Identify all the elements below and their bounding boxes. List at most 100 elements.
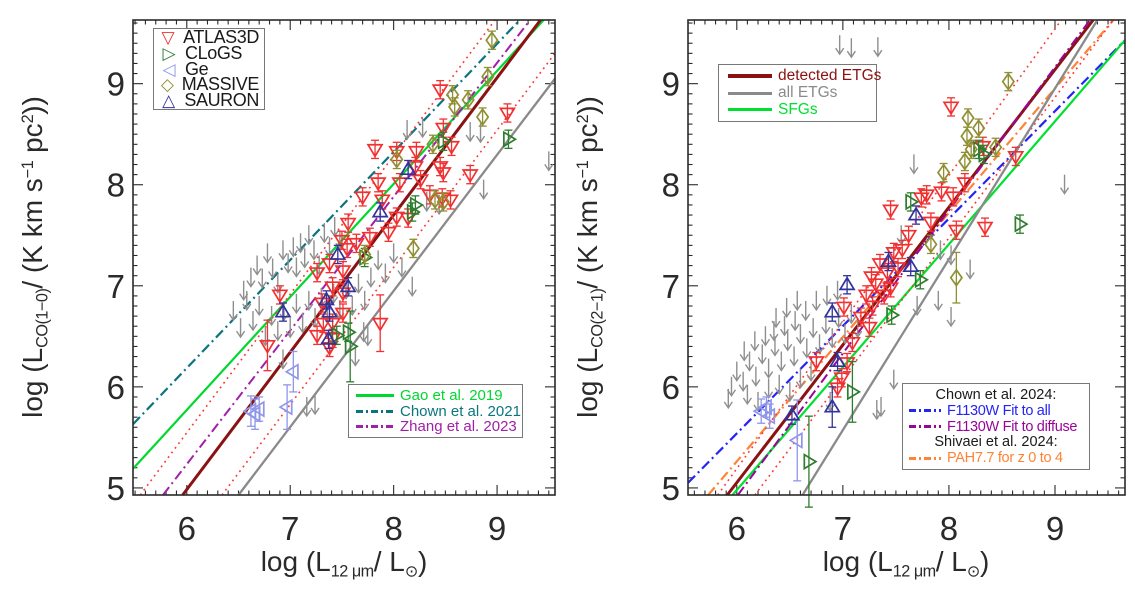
arrowhead-icon — [366, 280, 376, 288]
marker-tri-down-icon — [878, 267, 896, 282]
x-tick-label: 6 — [178, 510, 196, 547]
arrowhead-icon — [235, 330, 246, 339]
arrowhead-icon — [309, 252, 319, 261]
legend-header-label: Shivaei et al. 2024: — [934, 434, 1058, 451]
arrowhead-icon — [801, 313, 811, 322]
marker-tri-down-icon — [912, 192, 930, 207]
marker-tri-up-icon — [319, 330, 337, 345]
marker-tri-down-icon — [885, 246, 903, 262]
arrowhead-icon — [760, 338, 771, 347]
arrowhead-icon — [876, 409, 886, 418]
dashdot-line-swatch-icon — [909, 409, 941, 413]
arrowhead-icon — [544, 163, 554, 172]
marker-diamond-icon — [924, 235, 938, 254]
arrowhead-icon — [827, 340, 837, 349]
marker-tri-down-icon — [388, 145, 406, 161]
marker-tri-down-icon — [388, 211, 406, 226]
legend-header-shivaei2024: Shivaei et al. 2024: — [909, 434, 1083, 450]
x-tick-label: 8 — [384, 510, 402, 547]
marker-tri-right-icon — [331, 326, 346, 344]
marker-tri-up-icon — [339, 278, 357, 293]
legend-row-gao2019: Gao et al. 2019 — [356, 387, 515, 404]
arrowhead-icon — [750, 343, 760, 352]
marker-tri-down-icon — [338, 242, 356, 258]
marker-tri-up-icon — [838, 276, 856, 291]
marker-diamond-icon — [448, 97, 462, 117]
arrowhead-icon — [738, 384, 748, 392]
arrowhead-icon — [363, 338, 373, 347]
marker-tri-down-icon — [366, 143, 384, 159]
marker-tri-up-icon — [823, 398, 841, 413]
arrowhead-icon — [434, 207, 444, 216]
arrowhead-icon — [407, 289, 417, 297]
marker-tri-right-icon — [978, 145, 993, 163]
marker-tri-down-icon — [1007, 150, 1025, 166]
y-tick-label: 5 — [107, 470, 125, 507]
solid-line-swatch-icon — [728, 108, 772, 112]
marker-diamond-icon — [971, 118, 986, 138]
marker-tri-up-icon — [907, 206, 925, 221]
marker-tri-down-icon — [942, 101, 960, 116]
marker-tri-right-icon — [914, 271, 929, 289]
marker-diamond-icon — [949, 268, 963, 287]
arrowhead-icon — [268, 271, 278, 279]
marker-tri-up-icon — [371, 203, 389, 218]
legend-label-zhang2023: Zhang et al. 2023 — [400, 417, 517, 435]
marker-tri-down-icon — [882, 204, 900, 219]
marker-tri-left-icon — [250, 400, 265, 418]
arrowhead-icon — [771, 320, 781, 329]
arrowhead-icon — [475, 135, 486, 144]
arrowhead-icon — [846, 50, 856, 59]
x-tick-label: 9 — [488, 510, 506, 547]
legend-label-chown2021: Chown et al. 2021 — [400, 402, 521, 420]
marker-tri-down-icon — [882, 282, 900, 297]
arrowhead-icon — [304, 237, 314, 246]
arrowhead-icon — [310, 320, 320, 329]
marker-tri-right-icon — [342, 323, 357, 341]
arrowhead-icon — [840, 336, 850, 345]
marker-tri-down-icon — [843, 336, 861, 352]
arrowhead-icon — [835, 47, 845, 56]
arrowhead-icon — [402, 132, 412, 141]
marker-tri-down-icon — [829, 382, 847, 397]
y-tick-label: 8 — [662, 167, 680, 204]
arrowhead-icon — [479, 192, 489, 200]
x-tick-label: 7 — [834, 510, 852, 547]
arrowhead-icon — [806, 374, 816, 382]
marker-tri-down-icon — [373, 194, 391, 209]
marker-tri-right-icon — [344, 337, 359, 355]
arrowhead-icon — [262, 255, 273, 264]
marker-tri-left-icon — [788, 431, 803, 449]
arrowhead-icon — [795, 381, 806, 389]
marker-tri-right-icon — [406, 203, 421, 221]
marker-tri-down-icon — [835, 301, 853, 316]
arrowhead-icon — [273, 333, 283, 342]
arrowhead-icon — [298, 325, 308, 334]
marker-tri-down-icon — [918, 189, 936, 204]
fit-line — [132, 19, 521, 426]
arrowhead-icon — [319, 235, 329, 244]
arrowhead-icon — [465, 134, 475, 143]
y-tick-label: 9 — [662, 66, 680, 103]
legend-etg-fits: detected ETGs all ETGs SFGs — [718, 64, 881, 122]
legend-fit-lines-co10: Gao et al. 2019 Chown et al. 2021 Zhang … — [348, 384, 523, 438]
panel-frame — [687, 19, 1126, 496]
marker-diamond-icon — [964, 140, 978, 159]
marker-tri-down-icon — [443, 140, 461, 155]
marker-tri-down-icon — [271, 289, 289, 304]
arrowhead-icon — [751, 379, 761, 387]
marker-tri-up-icon — [274, 303, 292, 318]
marker-tri-down-icon — [324, 317, 342, 332]
arrowhead-icon — [285, 330, 295, 339]
marker-diamond-icon — [481, 67, 495, 86]
legend-row-f1130w-diffuse: F1130W Fit to diffuse — [909, 419, 1083, 435]
arrowhead-icon — [909, 167, 919, 175]
arrowhead-icon — [770, 348, 780, 357]
arrowhead-icon — [774, 387, 784, 395]
dashdot-line-swatch-icon — [356, 424, 394, 428]
marker-tri-down-icon — [852, 311, 870, 326]
arrowhead-icon — [792, 303, 802, 312]
marker-tri-down-icon — [339, 217, 357, 232]
arrowhead-icon — [873, 49, 883, 58]
marker-tri-down-icon — [867, 278, 885, 293]
